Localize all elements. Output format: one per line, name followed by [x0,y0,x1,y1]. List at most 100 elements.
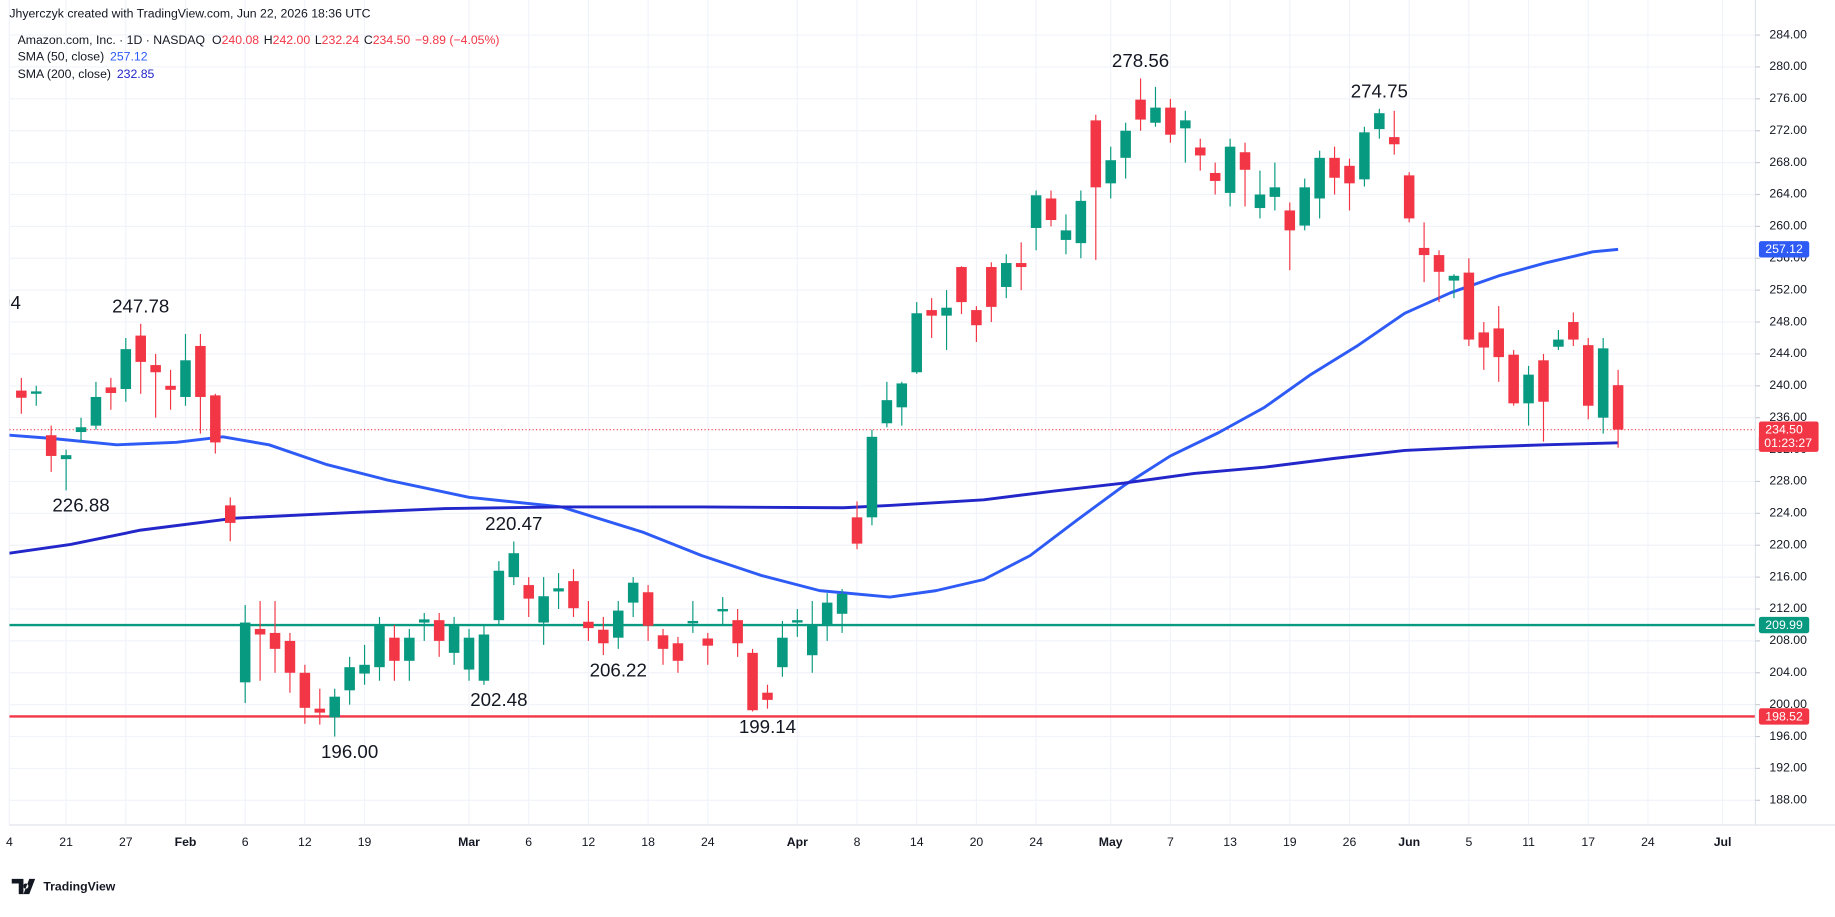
candle-body [254,628,266,635]
candle-body [1582,345,1594,406]
x-tick-label: Jun [1398,835,1420,849]
candle-body [90,396,102,426]
indicator-legend: SMA (200, close) 232.85 [18,67,155,81]
candle-body [851,517,863,544]
candle-body [1150,107,1161,123]
candle-body [239,622,251,683]
candle-body [1388,137,1400,145]
candle-body [687,620,699,624]
x-tick-label: 7 [1167,835,1174,849]
x-tick-label: 5 [1465,835,1472,849]
candle-body [224,505,236,523]
candle-body [269,632,281,649]
annotation: 220.47 [485,513,542,534]
candle-body [612,610,624,638]
annotation: 274.75 [1351,80,1408,101]
candle-body [568,581,579,609]
y-tick-label: 192.00 [1769,761,1807,775]
x-tick-label: 27 [119,835,133,849]
ohlc-key: L [315,33,322,47]
x-tick-label: 24 [1641,835,1655,849]
ohlc-key: H [264,33,273,47]
y-tick-label: 276.00 [1769,91,1807,105]
candle-body [657,635,669,649]
candle-body [911,313,922,373]
candle-body [642,592,654,626]
y-tick-label: 204.00 [1769,665,1807,679]
candle-body [986,267,997,307]
candle-body [284,640,296,673]
y-tick-label: 196.00 [1769,729,1807,743]
candle-body [60,455,72,460]
candle-body [1478,332,1490,348]
x-tick-label: 13 [1223,835,1237,849]
x-tick-label: 12 [298,835,312,849]
candle-body [1493,328,1504,358]
x-tick-label: 21 [59,835,73,849]
candle-body [389,637,400,661]
candle-body [538,596,549,623]
candle-body [16,390,27,398]
logo-mark [11,878,36,895]
x-tick-label: 6 [525,835,532,849]
y-tick-label: 200.00 [1769,697,1807,711]
annotation: 202.48 [470,689,527,710]
x-tick-label: Jul [1714,835,1732,849]
countdown-label: 01:23:27 [1764,436,1812,450]
ohlc-legend: Amazon.com, Inc. · 1D · NASDAQ O240.08 H24… [18,33,500,47]
plot-area: 94 247.78 226.88 196.00 202.48 220.47 206.22 19… [9,50,1756,762]
candle-body [717,608,728,612]
candle-body [1523,374,1534,404]
candle-body [478,634,490,681]
y-tick-label: 228.00 [1769,474,1807,488]
price-label-box [1758,708,1810,725]
candle-body [1403,175,1415,219]
candle-body [1000,263,1012,287]
last-price-box [1758,421,1819,452]
price-label-box [1758,616,1810,634]
candle-body [926,310,937,316]
x-tick-label: Mar [458,835,480,849]
candle-body [1120,130,1131,158]
price-change: −9.89 (−4.05%) [415,33,500,47]
candle-body [1165,107,1176,135]
candle-body [1075,200,1087,244]
candle-body [836,593,848,614]
x-tick-label: 24 [1029,835,1043,849]
candle-body [762,692,773,700]
candle-body [1374,113,1385,130]
last-price-label: 234.50 [1765,422,1803,436]
brand-name: TradingView [43,879,115,893]
candle-body [508,553,520,578]
candle-body [1538,360,1549,402]
price-label: 198.52 [1765,709,1803,723]
candle-body [1284,210,1296,231]
y-tick-label: 248.00 [1769,314,1807,328]
candle-body [195,345,206,397]
price-label-box [1758,241,1810,258]
candle-body [866,436,878,518]
ohlc-value: 232.24 [322,33,360,47]
candle-body [732,620,743,644]
annotation: 196.00 [321,741,378,762]
indicator-name: SMA (200, close) [18,67,111,81]
x-tick-label: 14 [910,835,924,849]
candle-body [1045,198,1057,221]
annotation: 206.22 [590,659,647,680]
x-tick-label: 20 [970,835,984,849]
indicator-name: SMA (50, close) [18,50,105,64]
candle-body [463,637,475,670]
x-tick-label: 18 [641,835,655,849]
candle-body [1433,255,1445,272]
ohlc-key: O [212,33,222,47]
candle-body [1060,230,1072,240]
candle-body [1090,120,1102,188]
symbol-title: Amazon.com, Inc. · 1D · NASDAQ [18,33,205,47]
candle-body [448,625,460,653]
candle-body [1194,147,1206,156]
candle-body [1612,385,1624,430]
x-tick-label: Apr [787,835,808,849]
candle-body [1344,165,1355,184]
